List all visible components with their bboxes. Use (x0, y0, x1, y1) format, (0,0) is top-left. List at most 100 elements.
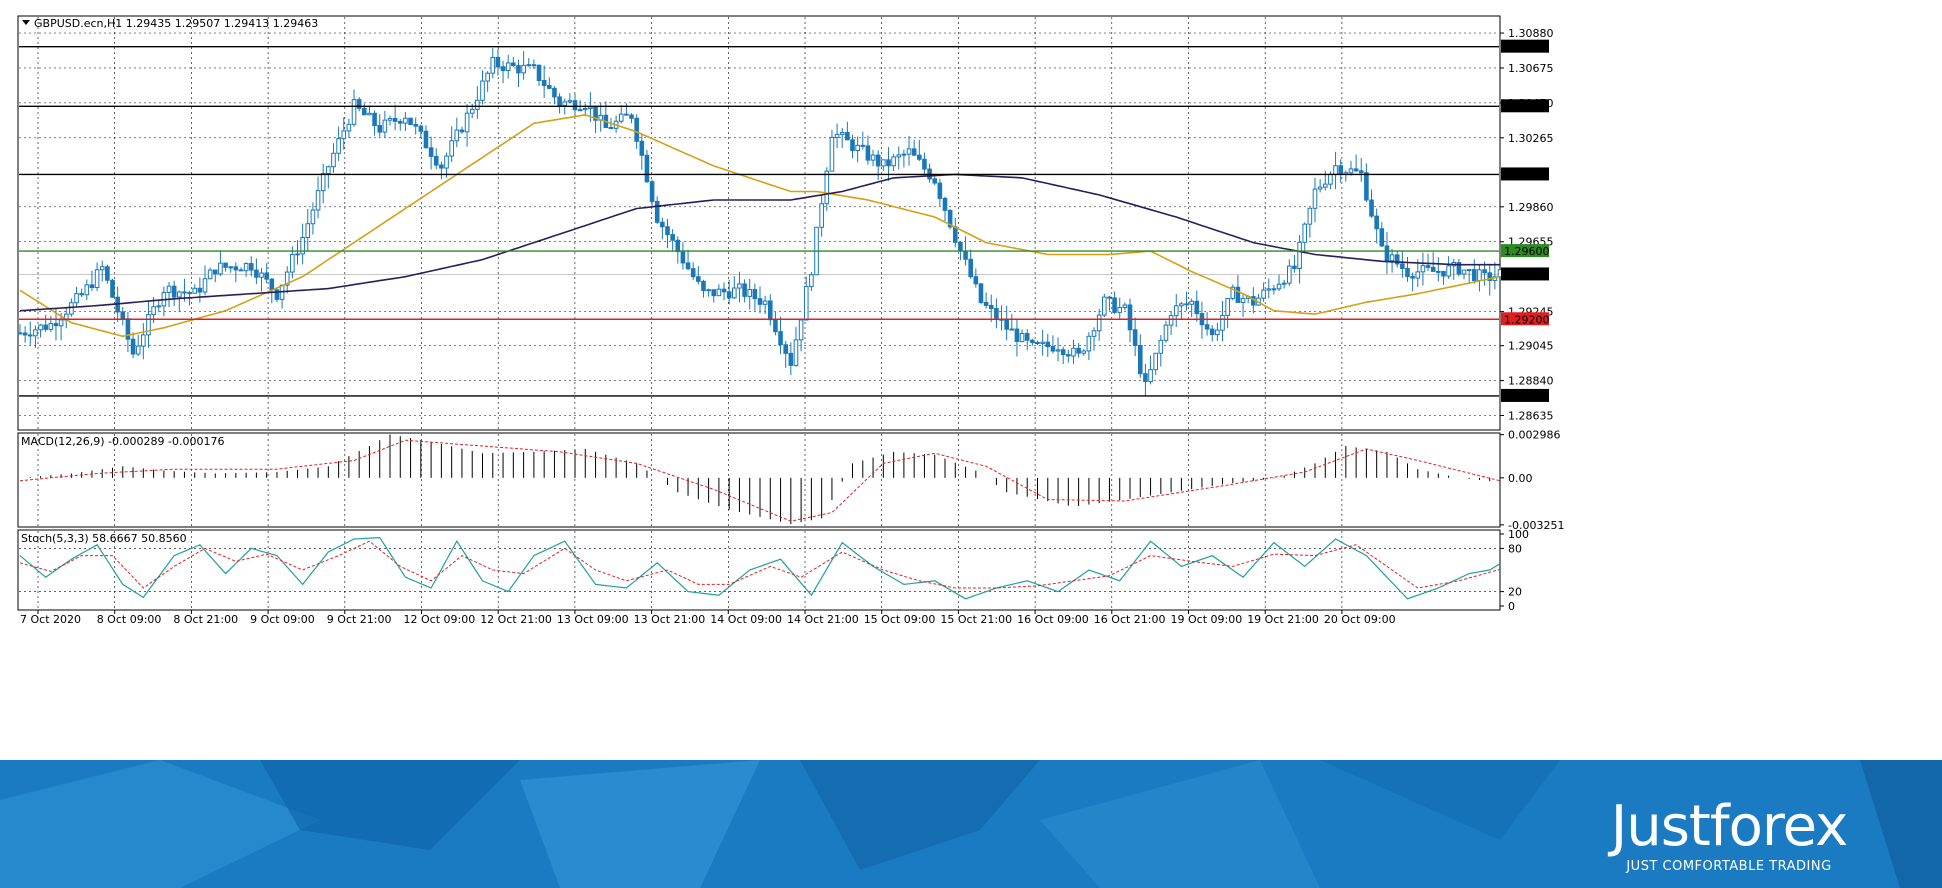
candle-body (1102, 296, 1107, 316)
candle-body (1076, 347, 1081, 354)
candle-body (896, 154, 902, 158)
candle-body (1127, 304, 1133, 331)
candle-body (639, 140, 645, 156)
candle-body (495, 56, 501, 68)
candle-body (428, 147, 434, 157)
candle-body (1096, 314, 1102, 332)
candle-body (1091, 330, 1097, 337)
candle-body (1312, 188, 1318, 209)
candle-body (464, 112, 470, 133)
candle-body (747, 289, 753, 297)
candle-body (1394, 254, 1400, 265)
candle-body (1045, 341, 1051, 348)
candle-body (526, 64, 532, 67)
candle-body (711, 289, 717, 297)
candle-body (690, 268, 696, 278)
candle-body (834, 133, 840, 138)
candle-body (1276, 283, 1282, 290)
candle-body (752, 289, 758, 300)
macd-histogram (29, 434, 1501, 525)
chart-panel-frame (17, 15, 1501, 431)
y-axis-tick-label: 1.28635 (1508, 410, 1554, 423)
candle-body (1410, 275, 1415, 279)
candle-body (1179, 303, 1184, 307)
chart-panel-frame (17, 529, 1501, 611)
candle-body (701, 280, 706, 292)
price-level-tag (1501, 244, 1549, 258)
banner-shape (1320, 760, 1560, 840)
candle-body (372, 112, 377, 127)
candle-body (418, 125, 424, 132)
candle-body (1225, 297, 1230, 316)
candle-body (331, 152, 336, 168)
candle-body (516, 65, 521, 74)
candle-body (99, 266, 105, 271)
candle-body (1338, 165, 1343, 175)
candle-body (367, 112, 372, 116)
candle-body (732, 287, 737, 299)
price-level-tag (1501, 167, 1549, 181)
candle-body (973, 276, 979, 285)
candle-body (228, 266, 233, 269)
candle-body (459, 129, 465, 133)
candle-body (618, 113, 624, 122)
price-level-label: 1.28750 (1504, 390, 1550, 403)
candle-body (475, 99, 480, 110)
brand-banner (0, 760, 1942, 888)
candle-body (922, 158, 927, 170)
candle-body (582, 108, 588, 111)
candle-body (166, 285, 172, 293)
candle-body (444, 155, 449, 169)
candle-body (829, 136, 835, 172)
candle-body (644, 154, 650, 183)
candle-body (845, 132, 850, 141)
candle-body (963, 250, 968, 260)
candle-body (43, 324, 48, 330)
candle-body (634, 117, 639, 142)
candle-body (952, 226, 958, 243)
candle-body (1055, 349, 1061, 352)
candle-body (1194, 300, 1200, 315)
candle-body (1060, 349, 1066, 356)
macd-signal-line (19, 439, 1501, 522)
candle-body (1430, 266, 1436, 272)
candle-body (485, 72, 490, 82)
candle-body (937, 182, 943, 199)
candle-body (521, 64, 526, 74)
candle-body (1287, 265, 1292, 284)
candle-body (141, 334, 146, 347)
candle-body (53, 323, 59, 327)
macd-label: MACD(12,26,9) -0.000289 -0.000176 (21, 435, 224, 448)
candle-body (1014, 328, 1020, 342)
banner-shape (800, 760, 1040, 870)
y-axis-tick-label: 20 (1508, 586, 1522, 599)
candle-body (988, 304, 994, 310)
candle-body (1081, 350, 1087, 354)
x-axis-tick-label: 19 Oct 09:00 (1171, 613, 1243, 626)
symbol-info-label: GBPUSD.ecn,H1 1.29435 1.29507 1.29413 1.… (34, 17, 318, 30)
candle-body (1173, 305, 1179, 317)
candle-body (706, 289, 711, 292)
candle-body (824, 170, 830, 205)
candle-body (469, 108, 475, 114)
candle-body (1281, 282, 1287, 285)
candle-body (171, 285, 177, 298)
candle-body (1137, 344, 1143, 375)
candle-body (403, 117, 408, 124)
candle-body (362, 107, 367, 116)
candle-body (69, 302, 74, 315)
candle-body (151, 306, 156, 316)
candle-body (387, 117, 393, 121)
candle-body (269, 278, 275, 291)
candle-body (264, 272, 269, 280)
candle-body (983, 301, 989, 306)
trading-chart[interactable]: 7 Oct 2020 8 Oct 09:00 8 Oct 21:00 9 Oct 09… (0, 0, 1942, 760)
candle-body (536, 64, 542, 81)
candle-body (197, 287, 203, 293)
candle-body (233, 266, 239, 271)
candle-body (629, 114, 634, 119)
x-axis-tick-label: 9 Oct 21:00 (327, 613, 392, 626)
candle-body (1086, 335, 1092, 352)
candle-body (290, 253, 295, 273)
y-axis-tick-label: 0.002986 (1508, 429, 1561, 442)
